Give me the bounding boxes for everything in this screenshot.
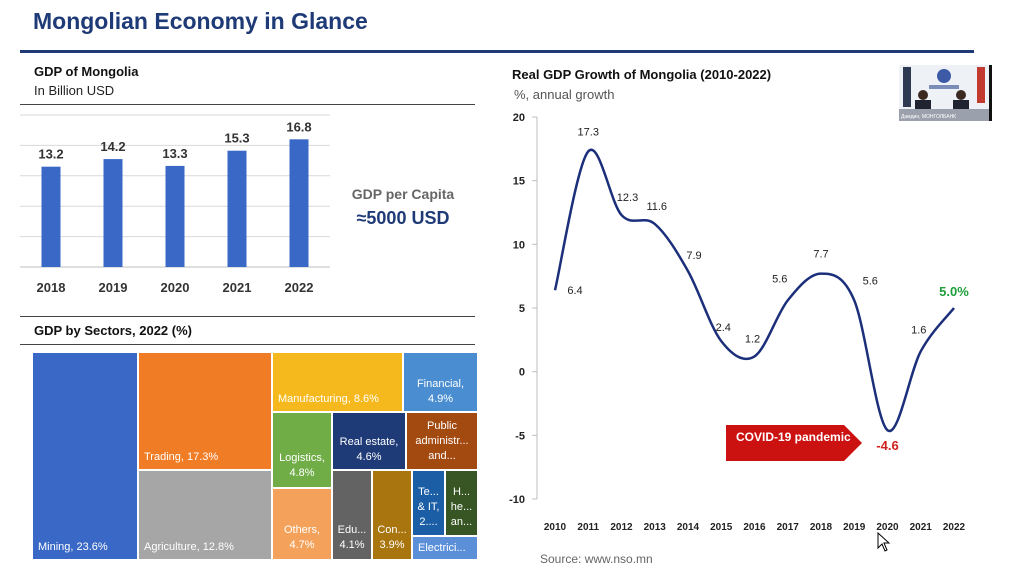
- gdp-bar-value-label: 16.8: [286, 119, 311, 134]
- title-rule: [20, 50, 974, 53]
- growth-data-label: 1.2: [745, 333, 760, 345]
- treemap-tile-label: Mining, 23.6%: [38, 541, 108, 553]
- treemap-tile-label: Te... & IT, 2....: [417, 486, 440, 528]
- treemap-tile-label: Others, 4.7%: [283, 524, 321, 551]
- growth-data-label: 2.4: [716, 322, 731, 334]
- gdp-x-tick-label: 2022: [285, 280, 314, 295]
- treemap-tile-label: Agriculture, 12.8%: [144, 541, 234, 553]
- treemap-tile: Te... & IT, 2....: [412, 470, 445, 536]
- gdp-bar-chart: 13.2 2018 14.2 2019 13.3 2020 15.3 2021 16.8 2022: [20, 114, 330, 295]
- growth-line-chart: 20151050-5-106.4201017.3201112.3201211.6…: [509, 112, 969, 533]
- gdp-header-rule: [20, 104, 475, 105]
- gdp-x-tick-label: 2021: [223, 280, 252, 295]
- treemap-tile-label: Trading, 17.3%: [144, 451, 219, 463]
- treemap-tile: H... he... an...: [445, 470, 478, 536]
- treemap-tile: Public administr... and...: [406, 412, 478, 470]
- gdp-bar-value-label: 13.2: [38, 147, 63, 162]
- treemap-tile-label: Real estate, 4.6%: [339, 436, 399, 463]
- source-note: Source: www.nso.mn: [540, 552, 653, 566]
- treemap-tile-label: H... he... an...: [450, 486, 473, 528]
- growth-y-tick-label: 5: [519, 303, 525, 315]
- mouse-cursor-icon: [877, 532, 891, 552]
- gdp-bar-value-label: 15.3: [224, 131, 249, 146]
- treemap-tile: Electrici...: [412, 536, 478, 560]
- treemap-tile: Financial, 4.9%: [403, 352, 478, 412]
- covid-annotation-label: COVID-19 pandemic: [736, 430, 851, 444]
- gdp-x-tick-label: 2018: [37, 280, 66, 295]
- gdp-bar-value-label: 13.3: [162, 146, 187, 161]
- sectors-top-rule: [20, 316, 475, 317]
- growth-x-tick-label: 2021: [910, 522, 933, 533]
- growth-chart-subtitle: %, annual growth: [514, 87, 615, 102]
- treemap-tile-label: Electrici...: [418, 542, 466, 554]
- sectors-chart-title: GDP by Sectors, 2022 (%): [34, 323, 192, 338]
- treemap-tile: Real estate, 4.6%: [332, 412, 406, 470]
- growth-data-label: 7.7: [813, 249, 828, 261]
- growth-data-label: 12.3: [617, 192, 638, 204]
- treemap-tile: Edu... 4.1%: [332, 470, 372, 560]
- treemap-tile-label: Financial, 4.9%: [416, 378, 465, 405]
- treemap-tile-label: Con... 3.9%: [377, 524, 407, 551]
- growth-data-label: 1.6: [911, 324, 926, 336]
- growth-data-label: 5.6: [863, 275, 878, 287]
- growth-x-tick-label: 2013: [644, 522, 667, 533]
- gdp-bar: [41, 166, 61, 267]
- sectors-header-rule: [20, 344, 475, 345]
- treemap-tile: Manufacturing, 8.6%: [272, 352, 403, 412]
- growth-y-tick-label: 0: [519, 367, 525, 379]
- video-caption: Дамдин, МОНГОЛБАНК: [901, 114, 957, 120]
- treemap-tile: Agriculture, 12.8%: [138, 470, 272, 560]
- growth-x-tick-label: 2015: [710, 522, 733, 533]
- growth-data-label: 11.6: [646, 201, 667, 213]
- treemap-tile: Logistics, 4.8%: [272, 412, 332, 488]
- gdp-x-tick-label: 2019: [99, 280, 128, 295]
- growth-x-tick-label: 2012: [610, 522, 633, 533]
- treemap-tile-label: Edu... 4.1%: [337, 524, 367, 551]
- slide-title: Mongolian Economy in Glance: [33, 8, 368, 34]
- growth-y-tick-label: 20: [513, 112, 525, 124]
- growth-y-tick-label: 10: [513, 239, 525, 251]
- growth-data-label: 17.3: [578, 126, 599, 138]
- video-feed-image: [899, 65, 989, 121]
- gdp-chart-title: GDP of Mongolia: [34, 64, 139, 79]
- video-call-thumbnail[interactable]: Дамдин, МОНГОЛБАНК: [899, 65, 992, 121]
- growth-x-tick-label: 2016: [743, 522, 766, 533]
- growth-data-label: 6.4: [567, 285, 582, 297]
- growth-x-tick-label: 2010: [544, 522, 567, 533]
- treemap-tile: Trading, 17.3%: [138, 352, 272, 470]
- growth-data-label: 5.0%: [939, 284, 969, 299]
- growth-data-label: 5.6: [772, 273, 787, 285]
- gdp-bar-value-label: 14.2: [100, 139, 125, 154]
- treemap-tile-label: Public administr... and...: [415, 420, 469, 462]
- gdp-bar: [103, 159, 123, 267]
- treemap-tile-label: Logistics, 4.8%: [279, 452, 325, 479]
- growth-y-tick-label: 15: [513, 176, 525, 188]
- growth-x-tick-label: 2022: [943, 522, 966, 533]
- growth-x-tick-label: 2020: [876, 522, 899, 533]
- growth-x-tick-label: 2018: [810, 522, 833, 533]
- growth-x-tick-label: 2014: [677, 522, 700, 533]
- growth-data-label: -4.6: [876, 438, 898, 453]
- sectors-treemap: Mining, 23.6% Trading, 17.3% Agriculture…: [32, 352, 478, 560]
- growth-chart-title: Real GDP Growth of Mongolia (2010-2022): [512, 67, 772, 82]
- growth-series-line: [553, 148, 955, 433]
- gdp-bar: [227, 150, 247, 267]
- gdp-chart-subtitle: In Billion USD: [34, 83, 115, 98]
- growth-data-label: 7.9: [686, 250, 701, 262]
- treemap-tile: Others, 4.7%: [272, 488, 332, 560]
- growth-x-tick-label: 2011: [577, 522, 599, 533]
- treemap-tile: Con... 3.9%: [372, 470, 412, 560]
- covid-annotation-arrow: [726, 425, 862, 461]
- gdp-x-tick-label: 2020: [161, 280, 190, 295]
- gdp-bar: [165, 165, 185, 267]
- growth-x-tick-label: 2019: [843, 522, 866, 533]
- gdp-per-capita-value: ≈5000 USD: [356, 208, 450, 228]
- gdp-per-capita-label: GDP per Capita: [351, 186, 455, 202]
- gdp-bar: [289, 139, 309, 267]
- treemap-tile: Mining, 23.6%: [32, 352, 138, 560]
- growth-y-tick-label: -5: [515, 430, 525, 442]
- growth-y-tick-label: -10: [509, 494, 525, 506]
- treemap-tile-label: Manufacturing, 8.6%: [278, 393, 379, 405]
- growth-x-tick-label: 2017: [777, 522, 800, 533]
